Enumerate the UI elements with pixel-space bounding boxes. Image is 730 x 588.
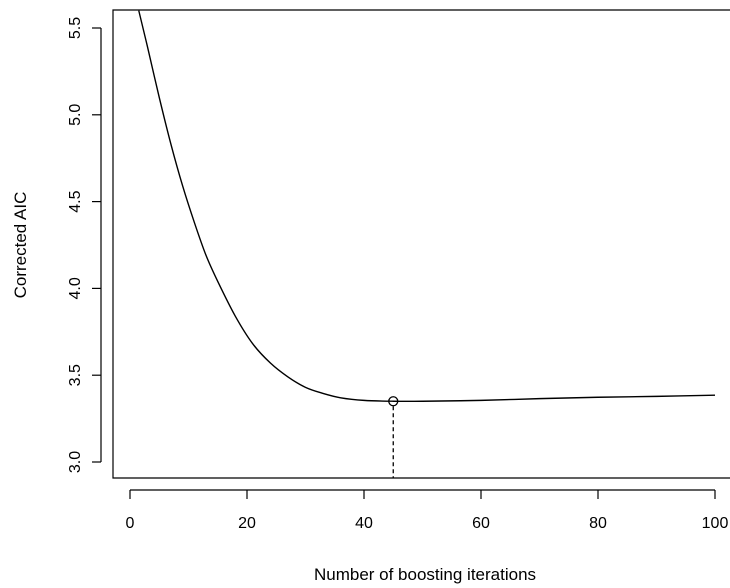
x-tick-label-0: 0 — [126, 515, 135, 532]
x-axis-label: Number of boosting iterations — [314, 565, 536, 584]
y-tick-label-5.5: 5.5 — [67, 17, 84, 39]
plot-frame — [112, 9, 730, 479]
optimum-point-marker — [388, 396, 399, 407]
y-tick-label-3.0: 3.0 — [67, 451, 84, 473]
x-tick-label-60: 60 — [472, 515, 490, 532]
y-tick-label-3.5: 3.5 — [67, 364, 84, 386]
x-tick-label-80: 80 — [589, 515, 607, 532]
y-tick-label-5.0: 5.0 — [67, 104, 84, 126]
x-tick-label-40: 40 — [355, 515, 373, 532]
aic-curve-line — [138, 10, 716, 403]
x-tick-label-100: 100 — [702, 515, 729, 532]
x-tick-label-20: 20 — [238, 515, 256, 532]
y-axis-label: Corrected AIC — [11, 192, 30, 299]
y-tick-label-4.5: 4.5 — [67, 190, 84, 212]
y-tick-label-4.0: 4.0 — [67, 277, 84, 299]
